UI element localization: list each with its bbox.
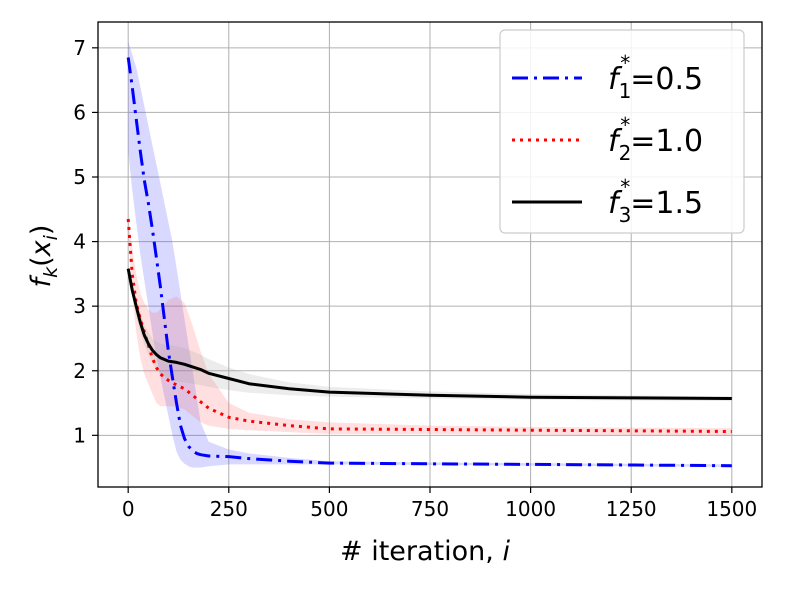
x-tick-label: 0 [122, 497, 135, 521]
x-axis-label: # iteration, i [340, 536, 510, 567]
x-tick-label: 250 [210, 497, 248, 521]
x-tick-label: 500 [310, 497, 348, 521]
x-tick-label: 750 [411, 497, 449, 521]
series-lines [126, 57, 732, 468]
y-tick-label: 2 [73, 359, 86, 383]
legend-box [499, 29, 745, 234]
x-tick-label: 1000 [505, 497, 556, 521]
series-1-band [128, 41, 732, 468]
y-tick-label: 5 [73, 165, 86, 189]
series-1-line [126, 57, 732, 468]
legend: f1*=0.5 f2*=1.0 f3*=1.5 [499, 29, 745, 234]
y-tick-label: 3 [73, 294, 86, 318]
y-tick-label: 1 [73, 423, 86, 447]
legend-label-2: f2*=1.0 [608, 113, 703, 165]
grid [98, 22, 762, 487]
x-tick-label: 1250 [606, 497, 657, 521]
legend-label-1: f1*=0.5 [608, 51, 703, 103]
x-tick-label: 1500 [706, 497, 757, 521]
series-2-line [126, 218, 732, 433]
y-axis-label: fk(xi) [26, 225, 62, 288]
y-axis-ticks: 1 2 3 4 5 6 7 [73, 36, 98, 447]
y-tick-label: 7 [73, 36, 86, 60]
y-tick-label: 6 [73, 100, 86, 124]
legend-label-3: f3*=1.5 [608, 175, 703, 227]
confidence-bands [128, 41, 732, 468]
series-3-line [126, 268, 732, 400]
y-tick-label: 4 [73, 230, 86, 254]
x-axis-ticks: 0 250 500 750 1000 1250 1500 [122, 487, 757, 521]
